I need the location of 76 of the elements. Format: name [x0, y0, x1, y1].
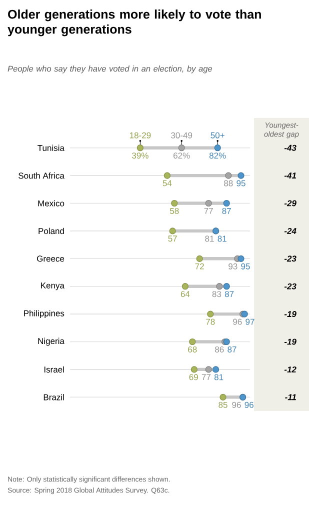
point — [216, 283, 223, 290]
y-tick-label: South Africa — [18, 172, 64, 179]
text: -24 — [284, 228, 296, 234]
series-label: 50+ — [210, 132, 224, 138]
data-label: 57 — [168, 236, 177, 242]
text: -19 — [284, 338, 296, 345]
point — [238, 172, 244, 179]
text: -29 — [284, 200, 296, 206]
point — [136, 144, 144, 152]
text: -41 — [284, 172, 296, 178]
point — [212, 366, 220, 373]
point — [205, 366, 212, 373]
data-label: 87 — [228, 346, 236, 352]
data-label: 69 — [189, 374, 198, 380]
point — [225, 172, 232, 179]
data-label: 81 — [214, 374, 224, 380]
point — [164, 172, 170, 179]
point — [189, 338, 196, 346]
data-label: 83 — [212, 291, 222, 298]
point — [178, 144, 185, 152]
data-label: 62% — [174, 152, 190, 159]
chart-subtitle: People who say they have voted in an election, by age — [8, 66, 212, 74]
data-label: 68 — [188, 346, 197, 352]
series-label: 30-49 — [171, 132, 192, 138]
point — [214, 144, 221, 152]
data-label: 86 — [215, 346, 224, 352]
y-tick-label: Tunisia — [38, 144, 64, 151]
data-label: 96 — [244, 402, 254, 408]
data-label: 77 — [202, 374, 210, 380]
point — [171, 200, 178, 207]
point — [190, 366, 198, 373]
point — [223, 200, 230, 207]
data-label: 82% — [209, 152, 226, 159]
point — [169, 228, 176, 234]
data-label: 87 — [224, 291, 234, 298]
text: -12 — [284, 366, 296, 372]
data-label: 81 — [205, 236, 214, 242]
series-label: 18-29 — [130, 132, 151, 138]
point — [196, 255, 203, 262]
point — [238, 255, 244, 262]
text: -43 — [284, 144, 296, 151]
point — [207, 310, 214, 318]
point — [223, 283, 230, 290]
data-label: 54 — [162, 180, 172, 186]
point — [205, 200, 212, 207]
chart-title: Older generations more likely to vote than younger generations — [8, 10, 261, 36]
data-label: 78 — [206, 318, 215, 325]
y-tick-label: Greece — [37, 256, 64, 262]
y-tick-label: Mexico — [38, 200, 64, 206]
data-label: 97 — [246, 318, 254, 325]
text: -19 — [284, 311, 296, 318]
data-label: 95 — [241, 263, 250, 270]
data-label: 96 — [233, 318, 242, 325]
y-tick-label: Kenya — [41, 282, 64, 290]
data-label: 96 — [232, 402, 241, 408]
y-tick-label: Brazil — [44, 394, 64, 400]
y-tick-label: Philippines — [24, 310, 64, 318]
data-label: 58 — [170, 208, 179, 214]
data-label: 72 — [195, 263, 204, 270]
data-label: 87 — [222, 208, 231, 214]
data-label: 81 — [218, 236, 226, 242]
point — [220, 394, 226, 400]
data-label: 93 — [228, 263, 238, 270]
data-label: 64 — [180, 291, 190, 298]
data-label: 88 — [224, 180, 233, 186]
text: -23 — [284, 283, 296, 290]
data-label: 77 — [204, 208, 213, 214]
text: -23 — [284, 256, 296, 262]
y-tick-label: Nigeria — [38, 338, 64, 346]
data-label: 39% — [132, 152, 148, 159]
point — [182, 283, 188, 290]
y-tick-label: Poland — [38, 228, 64, 234]
data-label: 85 — [218, 402, 228, 408]
text: -11 — [285, 394, 296, 400]
data-label: 95 — [236, 180, 246, 186]
y-tick-label: Israel — [44, 366, 64, 373]
